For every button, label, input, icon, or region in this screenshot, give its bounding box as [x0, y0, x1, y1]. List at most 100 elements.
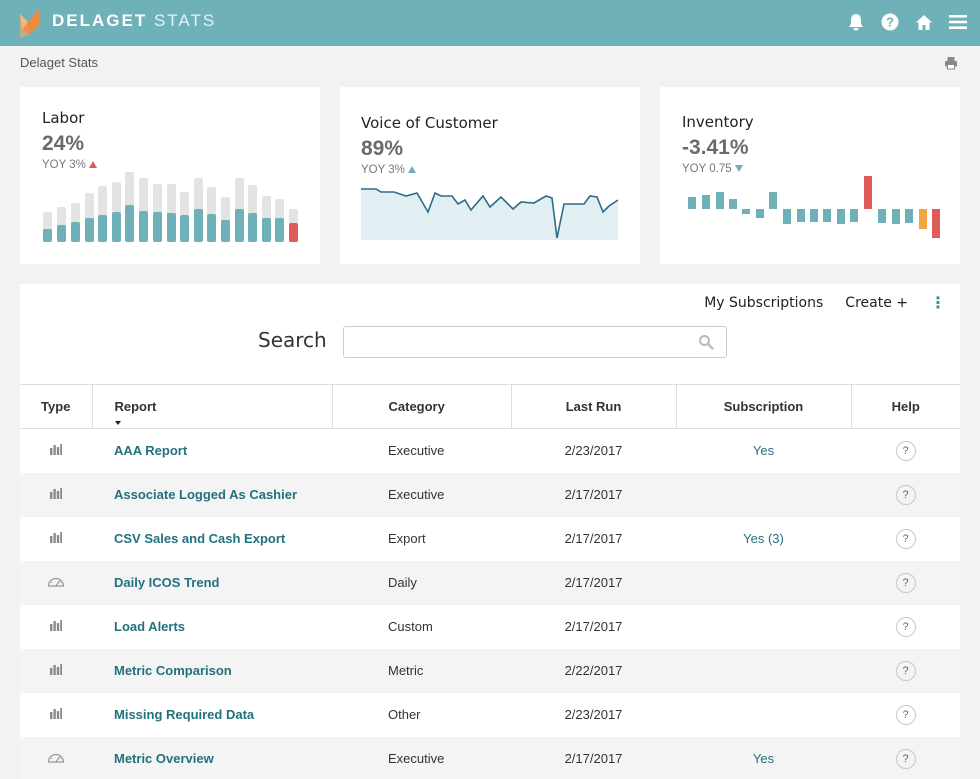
- search-icon[interactable]: [698, 334, 714, 350]
- top-bar: DELAGET STATS ?: [0, 0, 980, 46]
- card-yoy-text: YOY 3%: [361, 164, 405, 176]
- category-cell: Metric: [388, 663, 424, 678]
- type-cell: [20, 517, 92, 561]
- subscription-cell[interactable]: Yes: [752, 443, 775, 459]
- delaget-logo-icon[interactable]: [18, 8, 42, 38]
- column-header-category[interactable]: Category: [331, 384, 511, 429]
- inventory-card[interactable]: Inventory -3.41% YOY 0.75: [660, 87, 960, 264]
- help-cell: ?: [851, 693, 960, 737]
- home-icon[interactable]: [914, 10, 934, 34]
- brand-light: STATS: [153, 11, 217, 30]
- last-run-cell: 2/17/2017: [564, 619, 623, 634]
- gauge-icon: [47, 577, 65, 587]
- report-cell: Daily ICOS Trend: [92, 561, 332, 605]
- table-row[interactable]: Daily ICOS Trend Daily 2/17/2017 ?: [20, 560, 960, 605]
- last-run-cell: 2/23/2017: [564, 707, 623, 722]
- last-run-cell: 2/17/2017: [564, 487, 623, 502]
- subscription-cell[interactable]: [676, 561, 851, 605]
- category-cell: Executive: [388, 487, 445, 502]
- table-row[interactable]: Missing Required Data Other 2/23/2017 ?: [20, 693, 960, 737]
- table-header-row: Type Report Category Last Run Subscripti…: [20, 384, 960, 429]
- card-value: 89%: [361, 137, 404, 160]
- type-cell: [20, 429, 92, 473]
- subscription-cell[interactable]: Yes: [752, 751, 775, 766]
- report-link[interactable]: Daily ICOS Trend: [114, 575, 220, 590]
- category-cell: Export: [388, 531, 426, 546]
- menu-icon[interactable]: [948, 10, 968, 34]
- create-button[interactable]: Create +: [845, 295, 908, 311]
- report-link[interactable]: Metric Comparison: [114, 663, 232, 678]
- report-link[interactable]: Missing Required Data: [114, 707, 255, 722]
- sort-descending-icon[interactable]: [114, 421, 121, 425]
- bell-icon[interactable]: [846, 10, 866, 34]
- column-header-type[interactable]: Type: [20, 384, 92, 429]
- app-brand: DELAGET STATS: [52, 11, 216, 31]
- search-label: Search: [258, 328, 327, 352]
- category-cell: Executive: [388, 443, 445, 459]
- help-icon[interactable]: ?: [895, 528, 916, 549]
- report-link[interactable]: CSV Sales and Cash Export: [114, 531, 286, 546]
- search-box: [343, 326, 727, 358]
- top-icons: ?: [846, 10, 968, 34]
- help-cell: ?: [851, 429, 960, 473]
- category-cell: Custom: [388, 619, 433, 634]
- type-cell: [20, 605, 92, 649]
- help-cell: ?: [851, 605, 960, 649]
- type-cell: [20, 693, 92, 737]
- help-icon[interactable]: ?: [895, 484, 916, 505]
- column-header-subscription[interactable]: Subscription: [675, 384, 851, 429]
- type-cell: [20, 737, 92, 779]
- subscription-cell[interactable]: [676, 649, 851, 693]
- my-subscriptions-link[interactable]: My Subscriptions: [704, 295, 824, 311]
- help-icon[interactable]: ?: [895, 660, 916, 681]
- column-header-help: Help: [850, 384, 960, 429]
- subscription-cell[interactable]: [676, 693, 851, 737]
- search-input[interactable]: [352, 328, 692, 356]
- bar-chart-icon: [50, 532, 62, 543]
- report-link[interactable]: Load Alerts: [114, 619, 186, 634]
- subscription-cell[interactable]: Yes (3): [743, 531, 784, 546]
- card-yoy-text: YOY 0.75: [682, 163, 732, 175]
- report-link[interactable]: Associate Logged As Cashier: [114, 487, 298, 502]
- help-icon[interactable]: ?: [895, 704, 916, 725]
- table-row[interactable]: CSV Sales and Cash Export Export 2/17/20…: [20, 517, 960, 561]
- help-icon[interactable]: ?: [895, 748, 916, 769]
- card-yoy: YOY 3%: [361, 164, 417, 176]
- card-yoy: YOY 0.75: [682, 163, 743, 175]
- table-row[interactable]: Metric Comparison Metric 2/22/2017 ?: [20, 648, 960, 693]
- bar-chart-icon: [50, 488, 62, 499]
- report-link[interactable]: AAA Report: [114, 443, 188, 459]
- table-row[interactable]: AAA Report Executive 2/23/2017 Yes ?: [20, 429, 960, 473]
- report-cell: Missing Required Data: [92, 693, 332, 737]
- help-icon[interactable]: ?: [895, 440, 916, 461]
- panel-actions: My Subscriptions Create + ⋮: [704, 293, 946, 312]
- help-icon[interactable]: ?: [895, 572, 916, 593]
- type-cell: [20, 649, 92, 693]
- subscription-cell[interactable]: [676, 605, 851, 649]
- help-cell: ?: [851, 561, 960, 605]
- subscription-cell[interactable]: [676, 473, 851, 517]
- voice-of-customer-card[interactable]: Voice of Customer 89% YOY 3%: [340, 87, 640, 264]
- last-run-cell: 2/17/2017: [564, 575, 623, 590]
- report-link[interactable]: Metric Overview: [114, 751, 214, 766]
- last-run-cell: 2/23/2017: [564, 443, 623, 459]
- svg-text:?: ?: [886, 15, 894, 30]
- bar-chart-icon: [50, 620, 62, 631]
- card-value: 24%: [42, 132, 85, 155]
- help-icon[interactable]: ?: [880, 10, 900, 34]
- labor-card[interactable]: Labor 24% YOY 3%: [20, 87, 320, 264]
- print-icon[interactable]: [944, 56, 958, 75]
- table-row[interactable]: Associate Logged As Cashier Executive 2/…: [20, 472, 960, 517]
- report-cell: CSV Sales and Cash Export: [92, 517, 332, 561]
- help-cell: ?: [851, 473, 960, 517]
- column-header-report[interactable]: Report: [91, 384, 332, 429]
- table-row[interactable]: Load Alerts Custom 2/17/2017 ?: [20, 605, 960, 649]
- trend-up-icon: [89, 161, 98, 168]
- card-title: Inventory: [682, 113, 754, 131]
- kebab-menu-icon[interactable]: ⋮: [930, 293, 946, 312]
- column-header-last-run[interactable]: Last Run: [510, 384, 676, 429]
- table-row[interactable]: Metric Overview Executive 2/17/2017 Yes …: [20, 736, 960, 779]
- help-cell: ?: [851, 737, 960, 779]
- brand-bold: DELAGET: [52, 11, 148, 30]
- help-icon[interactable]: ?: [895, 616, 916, 637]
